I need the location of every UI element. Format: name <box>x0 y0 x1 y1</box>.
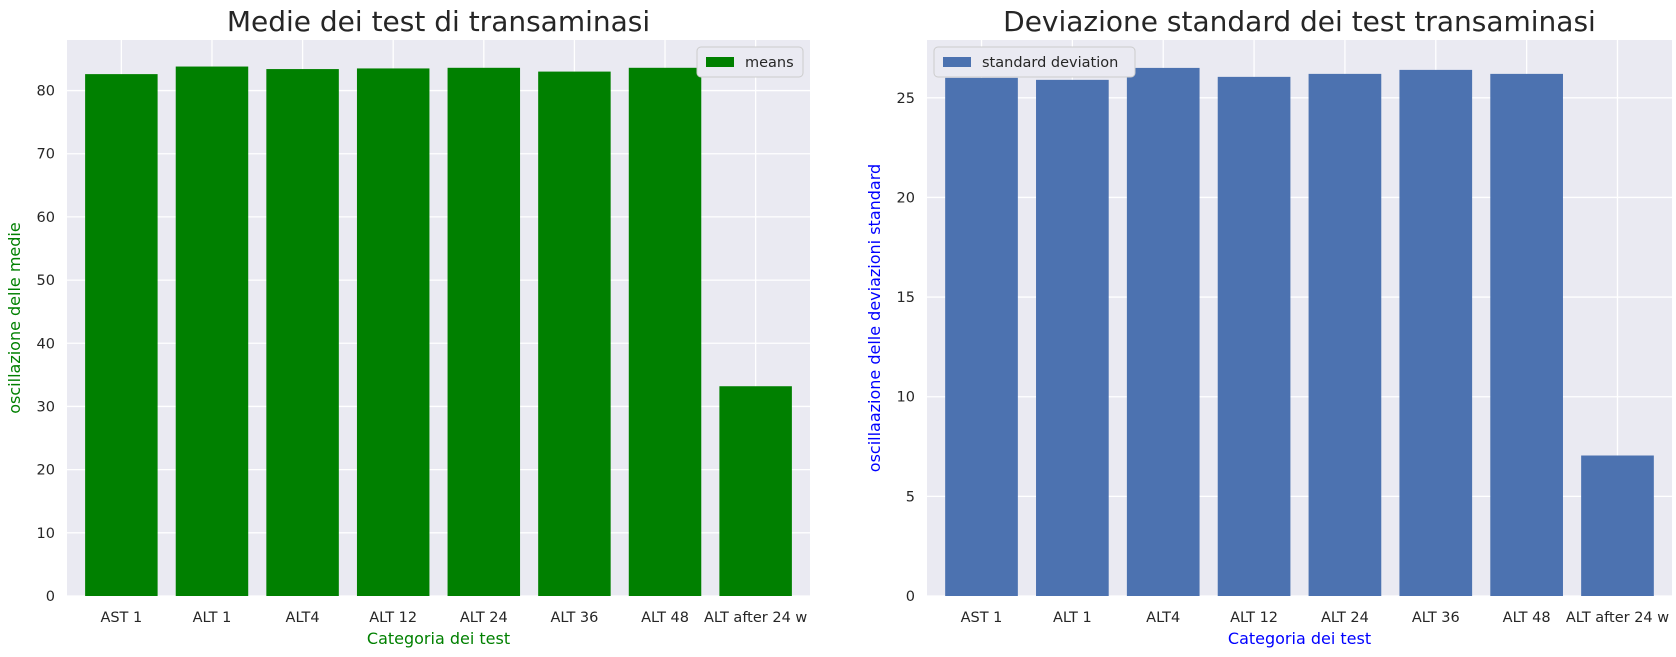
y-tick-label: 30 <box>37 399 55 415</box>
bar-alt-12 <box>1217 76 1291 597</box>
x-tick-label: ALT 24 <box>1321 610 1369 626</box>
y-tick-label: 80 <box>37 84 55 100</box>
x-axis-label: Categoria dei test <box>1228 629 1371 648</box>
legend-swatch <box>943 57 971 67</box>
bar-ast-1 <box>85 74 158 597</box>
chart-1: 0 10 20 30 40 50 60 70 80 AST 1 ALT 1 ALT4 ALT 12 ALT… <box>5 5 810 648</box>
x-tick-label: ALT 1 <box>193 610 232 626</box>
bar-alt-1 <box>1036 79 1109 596</box>
bar-alt-after-24-w <box>1581 455 1654 596</box>
x-axis-label: Categoria dei test <box>367 629 510 648</box>
bar-alt-after-24-w <box>719 386 792 596</box>
x-tick-label: ALT 48 <box>641 610 689 626</box>
chart-title: Medie dei test di transaminasi <box>227 5 650 38</box>
legend-box <box>933 46 1136 78</box>
bar-alt-1 <box>175 66 249 596</box>
x-tick-label: ALT after 24 w <box>704 610 807 626</box>
bar-ast-1 <box>945 77 1018 597</box>
chart-title: Deviazione standard dei test transaminas… <box>1003 5 1596 38</box>
y-tick-label: 0 <box>906 589 915 605</box>
legend-swatch <box>706 57 734 67</box>
y-tick-label: 20 <box>897 190 915 206</box>
x-tick-label: ALT after 24 w <box>1566 610 1669 626</box>
bar-alt-36 <box>538 71 611 596</box>
bar-alt-12 <box>356 68 430 596</box>
chart-2: 0 5 10 15 20 25 AST 1 ALT 1 ALT4 ALT 12 ALT 24 ALT … <box>865 5 1672 648</box>
y-tick-label: 25 <box>897 91 915 107</box>
y-tick-label: 10 <box>37 526 55 542</box>
bar-alt4 <box>266 69 339 596</box>
y-tick-label: 20 <box>37 463 55 479</box>
legend-box <box>696 46 804 78</box>
x-tick-label: ALT 36 <box>1412 610 1460 626</box>
y-axis-label: oscillazione delle medie <box>5 222 24 413</box>
x-tick-label: ALT4 <box>1146 610 1180 626</box>
x-tick-label: ALT 12 <box>369 610 417 626</box>
y-tick-label: 70 <box>37 147 55 163</box>
x-tick-label: ALT 48 <box>1503 610 1551 626</box>
x-tick-label: AST 1 <box>961 610 1003 626</box>
y-tick-label: 10 <box>897 390 915 406</box>
y-tick-label: 60 <box>37 210 55 226</box>
bar-alt-48 <box>1490 73 1563 597</box>
x-tick-label: ALT4 <box>286 610 320 626</box>
y-tick-label: 0 <box>46 589 55 605</box>
bar-alt-24 <box>447 67 521 597</box>
bar-alt-48 <box>628 67 702 597</box>
y-tick-label: 50 <box>37 273 55 289</box>
bar-alt4 <box>1126 67 1200 596</box>
legend-label: means <box>745 55 794 71</box>
y-axis-label: oscillaazione delle deviazioni standard <box>865 164 884 472</box>
bar-alt-36 <box>1399 69 1473 597</box>
x-tick-label: ALT 12 <box>1230 610 1278 626</box>
x-tick-label: AST 1 <box>100 610 142 626</box>
x-tick-label: ALT 1 <box>1053 610 1092 626</box>
x-tick-label: ALT 36 <box>550 610 598 626</box>
y-tick-label: 40 <box>37 336 55 352</box>
y-tick-label: 5 <box>906 489 915 505</box>
y-tick-label: 15 <box>897 290 915 306</box>
legend: standard deviation <box>933 46 1136 78</box>
legend: means <box>696 46 804 78</box>
bar-alt-24 <box>1308 73 1382 597</box>
legend-label: standard deviation <box>982 55 1118 71</box>
x-tick-label: ALT 24 <box>460 610 508 626</box>
